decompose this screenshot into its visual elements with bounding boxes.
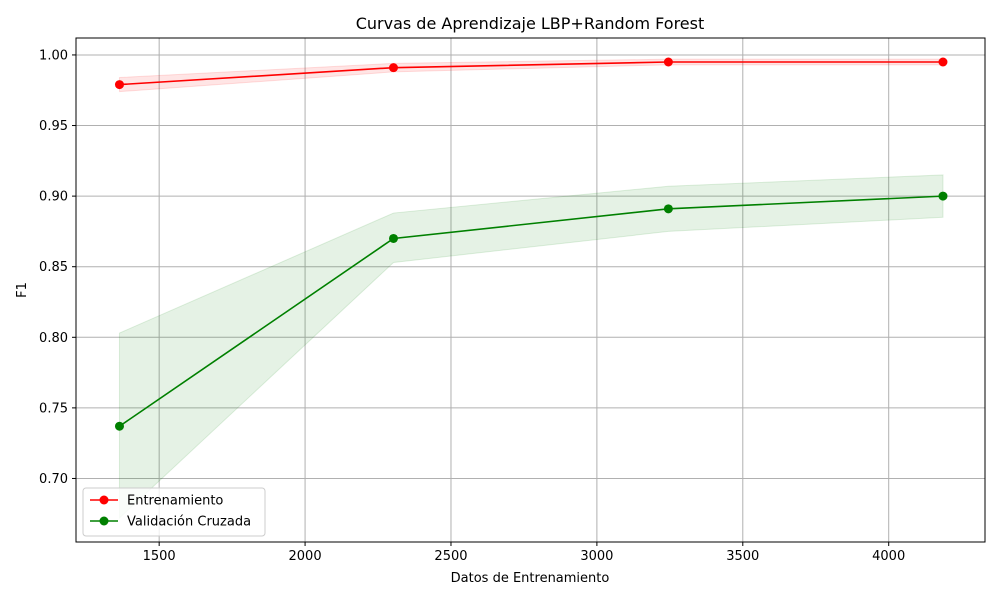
y-tick-label: 0.85	[39, 260, 68, 275]
data-point-validation	[663, 204, 673, 214]
x-tick-label: 3000	[580, 549, 613, 564]
series-line-validation	[119, 195, 944, 427]
data-point-validation	[114, 421, 124, 431]
x-tick-label: 1500	[143, 549, 176, 564]
data-point-validation	[388, 233, 398, 243]
y-tick-label: 0.70	[39, 472, 68, 487]
x-tick-label: 3500	[726, 549, 759, 564]
data-point-training	[663, 57, 673, 67]
data-point-training	[114, 80, 124, 90]
x-axis-label: Datos de Entrenamiento	[451, 571, 610, 586]
data-point-training	[388, 63, 398, 73]
legend-label-training: Entrenamiento	[127, 494, 223, 509]
legend-marker-validation	[99, 516, 109, 526]
chart-title: Curvas de Aprendizaje LBP+Random Forest	[356, 14, 705, 33]
x-tick-label: 2000	[289, 549, 322, 564]
grid	[76, 38, 985, 542]
x-axis-ticks: 1500 2000 2500 3000 3500 4000	[143, 542, 905, 564]
y-tick-label: 0.80	[39, 331, 68, 346]
plot-area-frame	[75, 37, 986, 543]
confidence-band-validation	[118, 174, 944, 520]
data-point-training	[938, 57, 948, 67]
y-tick-label: 0.75	[39, 401, 68, 416]
y-tick-label: 0.90	[39, 190, 68, 205]
y-axis-ticks: 0.70 0.75 0.80 0.85 0.90 0.95 1.00	[39, 48, 76, 487]
data-point-validation	[938, 191, 948, 201]
y-tick-label: 0.95	[39, 119, 68, 134]
legend-label-validation: Validación Cruzada	[127, 515, 251, 530]
series-lines	[119, 61, 944, 427]
y-axis-label: F1	[15, 282, 30, 298]
x-tick-label: 4000	[872, 549, 905, 564]
series-line-training	[119, 61, 943, 86]
legend-box	[82, 487, 266, 537]
legend-marker-training	[99, 495, 109, 505]
y-tick-label: 1.00	[39, 48, 68, 63]
series-points	[114, 57, 948, 431]
legend: Entrenamiento Validación Cruzada	[82, 487, 266, 537]
x-tick-label: 2500	[434, 549, 467, 564]
